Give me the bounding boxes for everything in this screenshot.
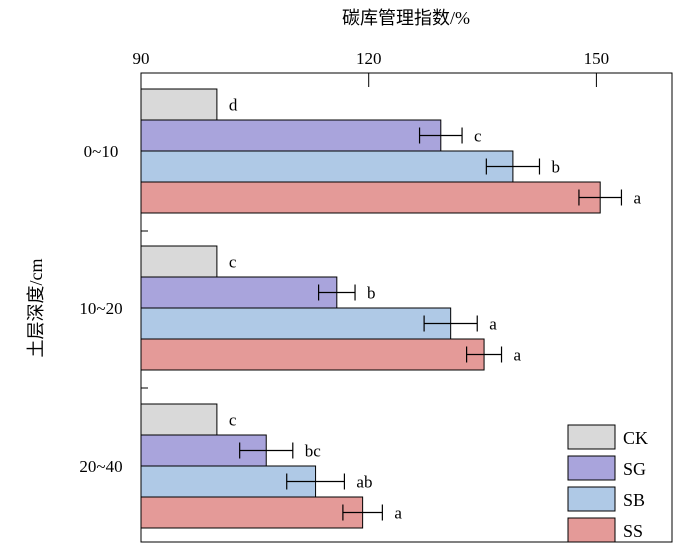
significance-label: c [229, 411, 237, 430]
significance-label: c [474, 127, 482, 146]
legend-label: SG [623, 459, 646, 479]
x-tick-label: 90 [133, 49, 150, 68]
y-axis-title: 土层深度/cm [26, 259, 46, 358]
bar [140, 338, 485, 371]
bar [140, 88, 218, 121]
bar [140, 403, 218, 436]
significance-label: ab [356, 473, 372, 492]
legend: CK SG SB SS [567, 424, 648, 543]
significance-label: a [514, 346, 522, 365]
bar [140, 245, 218, 278]
category-label: 0~10 [84, 142, 119, 161]
significance-label: a [489, 315, 497, 334]
legend-label: CK [623, 428, 648, 448]
bar [140, 276, 338, 309]
legend-label: SS [623, 521, 643, 541]
x-tick-label: 120 [356, 49, 382, 68]
legend-swatch [567, 517, 616, 543]
x-axis-title: 碳库管理指数/% [342, 8, 470, 28]
legend-label: SB [623, 490, 645, 510]
significance-label: bc [305, 442, 322, 461]
legend-swatch [567, 486, 616, 512]
category-label: 10~20 [79, 299, 122, 318]
bar [140, 150, 514, 183]
category-label: 20~40 [79, 457, 122, 476]
bar [140, 496, 364, 529]
significance-label: b [551, 158, 560, 177]
significance-label: b [367, 284, 376, 303]
bar [140, 465, 317, 498]
x-tick-label: 150 [584, 49, 610, 68]
bar [140, 307, 452, 340]
significance-label: a [633, 189, 641, 208]
significance-label: a [394, 504, 402, 523]
legend-swatch [567, 424, 616, 450]
bar [140, 181, 601, 214]
significance-label: d [229, 96, 238, 115]
significance-label: c [229, 253, 237, 272]
legend-swatch [567, 455, 616, 481]
bar [140, 119, 442, 152]
